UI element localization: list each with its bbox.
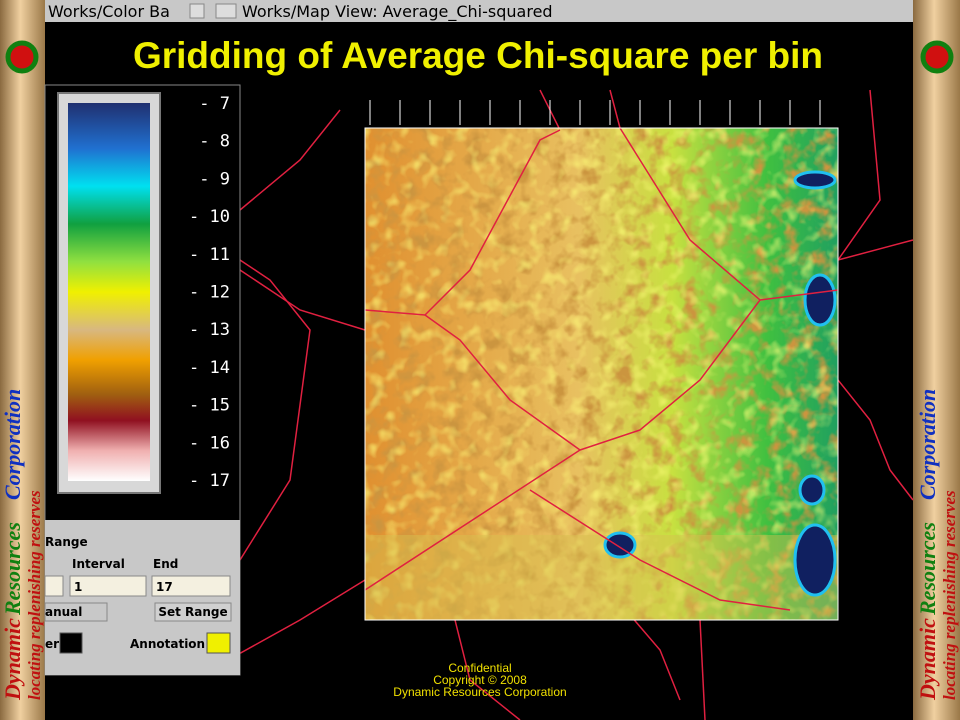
dropdown-value: anual (45, 605, 82, 619)
field-label: Annotation (130, 637, 205, 651)
map-frame (364, 127, 839, 621)
banner-text-right: Dynamic Resources Corporation locating r… (915, 389, 959, 701)
banner-left (0, 0, 45, 720)
boundaries (209, 89, 914, 720)
color-swatch[interactable] (59, 632, 83, 654)
banner-word: Dynamic (915, 618, 940, 701)
colorbar-label: - 13 (189, 320, 230, 340)
input-value: 17 (156, 580, 173, 594)
field-label: End (153, 557, 178, 571)
banner-word: Dynamic (0, 618, 25, 701)
colorbar-label: - 7 (199, 94, 230, 114)
colorbar-label: - 15 (189, 396, 230, 416)
field-label: er (45, 637, 59, 651)
footer-line: Copyright © 2008 (433, 673, 527, 687)
button-label: Set Range (158, 605, 227, 619)
dropdown[interactable] (44, 602, 108, 622)
input[interactable] (69, 575, 147, 597)
slide-title: Gridding of Average Chi-square per bin (133, 35, 823, 76)
colorbar-label: - 12 (189, 283, 230, 303)
window-button[interactable] (189, 3, 205, 19)
window-button[interactable] (215, 3, 237, 19)
input-value: 1 (74, 580, 82, 594)
banner-word: Corporation (915, 389, 940, 500)
colorbar-label: - 17 (189, 471, 230, 491)
map (364, 100, 839, 621)
colorbar-label: - 10 (189, 207, 230, 227)
footer-line: Dynamic Resources Corporation (393, 685, 566, 699)
footer-line: Confidential (448, 661, 511, 675)
button[interactable] (154, 602, 232, 622)
footer: Confidential Copyright © 2008 Dynamic Re… (393, 661, 566, 699)
banner-tagline: locating replenishing reserves (25, 490, 44, 700)
colorbar-label: - 14 (189, 358, 230, 378)
input[interactable] (151, 575, 231, 597)
colorbar (68, 103, 150, 481)
colorbar-label: - 8 (199, 132, 230, 152)
input[interactable] (44, 575, 64, 597)
window-title: Works/Color Ba (48, 2, 170, 21)
banner-text-left: Dynamic Resources Corporation locating r… (0, 389, 44, 701)
color-swatch[interactable] (206, 632, 231, 654)
title-bar (45, 0, 913, 22)
map-boundaries (364, 127, 839, 611)
colorbar-label: - 16 (189, 433, 230, 453)
logo (5, 40, 954, 74)
field-label: Interval (72, 557, 125, 571)
banner-right (913, 0, 960, 720)
banner-word: Resources (915, 522, 940, 616)
map-lows (603, 170, 837, 597)
colorbar-label: - 9 (199, 169, 230, 189)
window-title: Works/Map View: Average_Chi-squared (242, 2, 553, 22)
map-ticks (369, 100, 821, 125)
banner-word: Resources (0, 522, 25, 616)
colorbar-label: - 11 (189, 245, 230, 265)
banner-word: Corporation (0, 389, 25, 500)
panel-heading: Range (45, 535, 88, 549)
banner-tagline: locating replenishing reserves (940, 490, 959, 700)
